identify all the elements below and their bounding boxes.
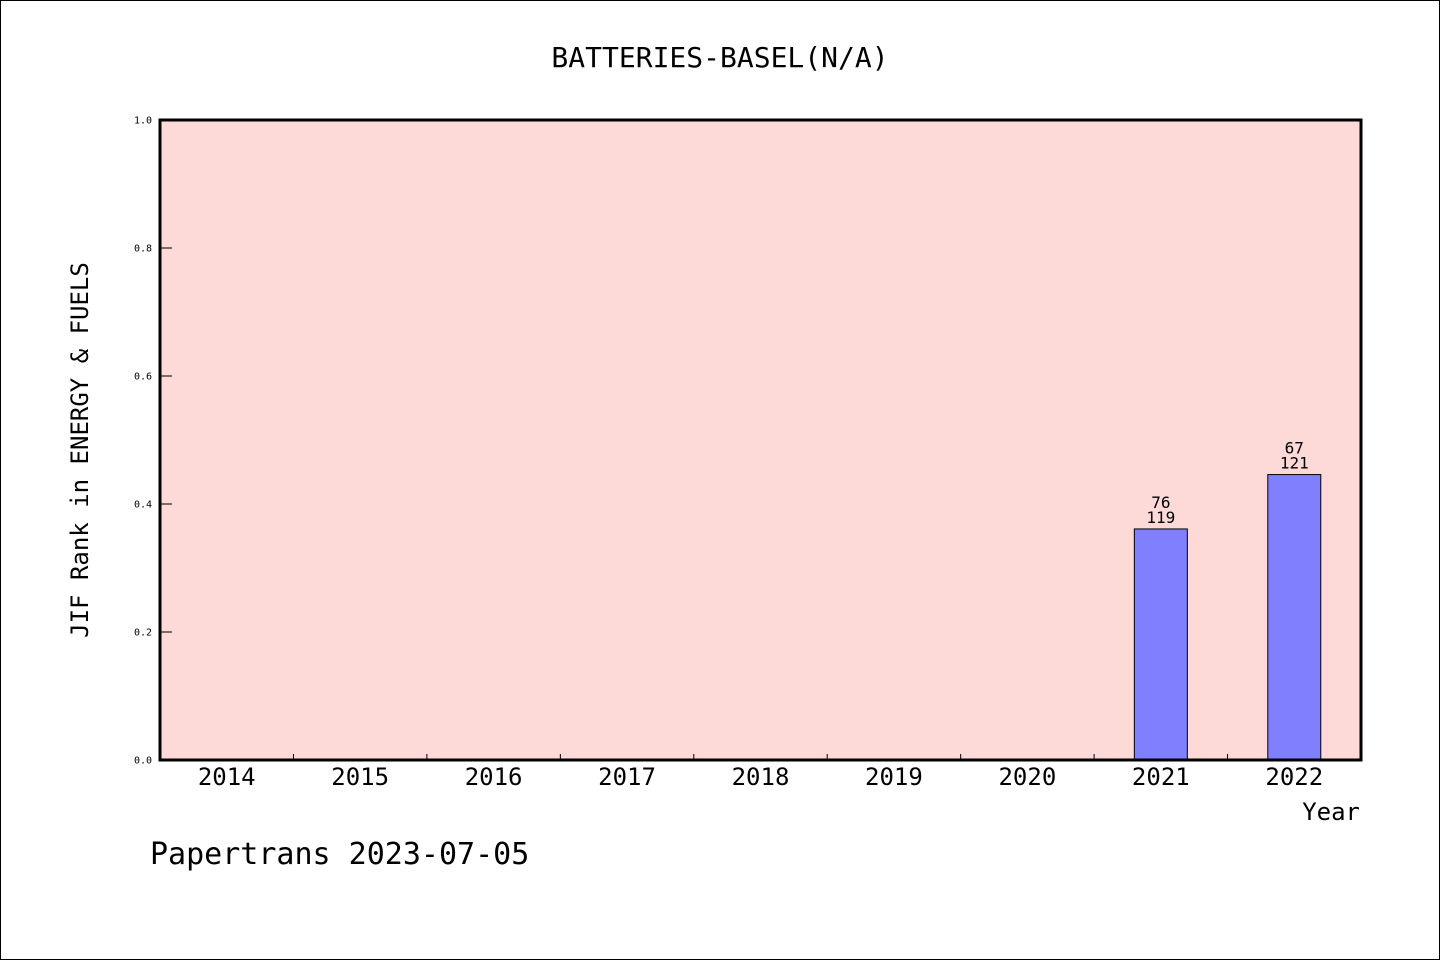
bar-2021	[1133, 528, 1188, 761]
y-tick-label: 1.0	[134, 116, 152, 127]
x-axis-label: Year	[1302, 798, 1360, 826]
plot-border	[158, 118, 1363, 762]
x-tick-label: 2020	[998, 763, 1056, 791]
x-tick-label: 2017	[598, 763, 656, 791]
x-tick-label: 2021	[1132, 763, 1190, 791]
x-tick-label: 2022	[1265, 763, 1323, 791]
bar-label-total: 121	[1280, 454, 1309, 473]
bar-2022	[1267, 474, 1322, 761]
y-tick-label: 0.4	[134, 500, 152, 511]
x-tick-label: 2014	[198, 763, 256, 791]
x-tick-label: 2016	[465, 763, 523, 791]
y-tick-label: 0.8	[134, 244, 152, 255]
y-tick-label: 0.0	[134, 756, 152, 767]
x-tick-label: 2015	[331, 763, 389, 791]
y-axis-label: JIF Rank in ENERGY & FUELS	[66, 262, 94, 638]
bar-label-rank: 76	[1151, 493, 1170, 512]
y-tick-label: 0.2	[134, 628, 152, 639]
footer-text: Papertrans 2023-07-05	[150, 837, 529, 872]
chart-title: BATTERIES-BASEL(N/A)	[551, 41, 888, 74]
bar-label-total: 119	[1146, 508, 1175, 527]
x-tick-label: 2019	[865, 763, 923, 791]
x-tick-label: 2018	[732, 763, 790, 791]
bar-label-rank: 67	[1285, 439, 1304, 458]
y-tick-label: 0.6	[134, 372, 152, 383]
